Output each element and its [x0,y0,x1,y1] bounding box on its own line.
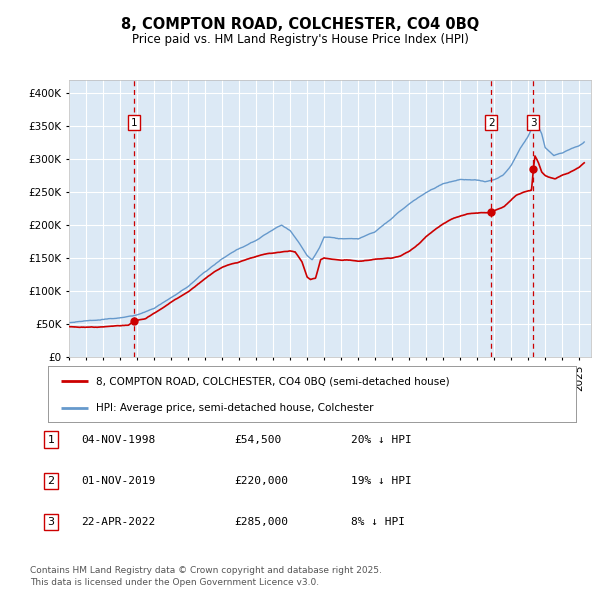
Text: HPI: Average price, semi-detached house, Colchester: HPI: Average price, semi-detached house,… [95,403,373,413]
Text: 8% ↓ HPI: 8% ↓ HPI [351,517,405,527]
Text: 2: 2 [47,476,55,486]
Text: 8, COMPTON ROAD, COLCHESTER, CO4 0BQ: 8, COMPTON ROAD, COLCHESTER, CO4 0BQ [121,17,479,31]
Text: £285,000: £285,000 [234,517,288,527]
Text: Price paid vs. HM Land Registry's House Price Index (HPI): Price paid vs. HM Land Registry's House … [131,33,469,46]
Text: 2: 2 [488,117,494,127]
Text: 22-APR-2022: 22-APR-2022 [81,517,155,527]
Text: 3: 3 [530,117,536,127]
Text: Contains HM Land Registry data © Crown copyright and database right 2025.
This d: Contains HM Land Registry data © Crown c… [30,566,382,587]
Text: £54,500: £54,500 [234,435,281,444]
Text: 04-NOV-1998: 04-NOV-1998 [81,435,155,444]
Text: 01-NOV-2019: 01-NOV-2019 [81,476,155,486]
Text: 1: 1 [131,117,137,127]
Text: £220,000: £220,000 [234,476,288,486]
Text: 8, COMPTON ROAD, COLCHESTER, CO4 0BQ (semi-detached house): 8, COMPTON ROAD, COLCHESTER, CO4 0BQ (se… [95,376,449,386]
Text: 1: 1 [47,435,55,444]
Text: 20% ↓ HPI: 20% ↓ HPI [351,435,412,444]
Text: 19% ↓ HPI: 19% ↓ HPI [351,476,412,486]
Text: 3: 3 [47,517,55,527]
